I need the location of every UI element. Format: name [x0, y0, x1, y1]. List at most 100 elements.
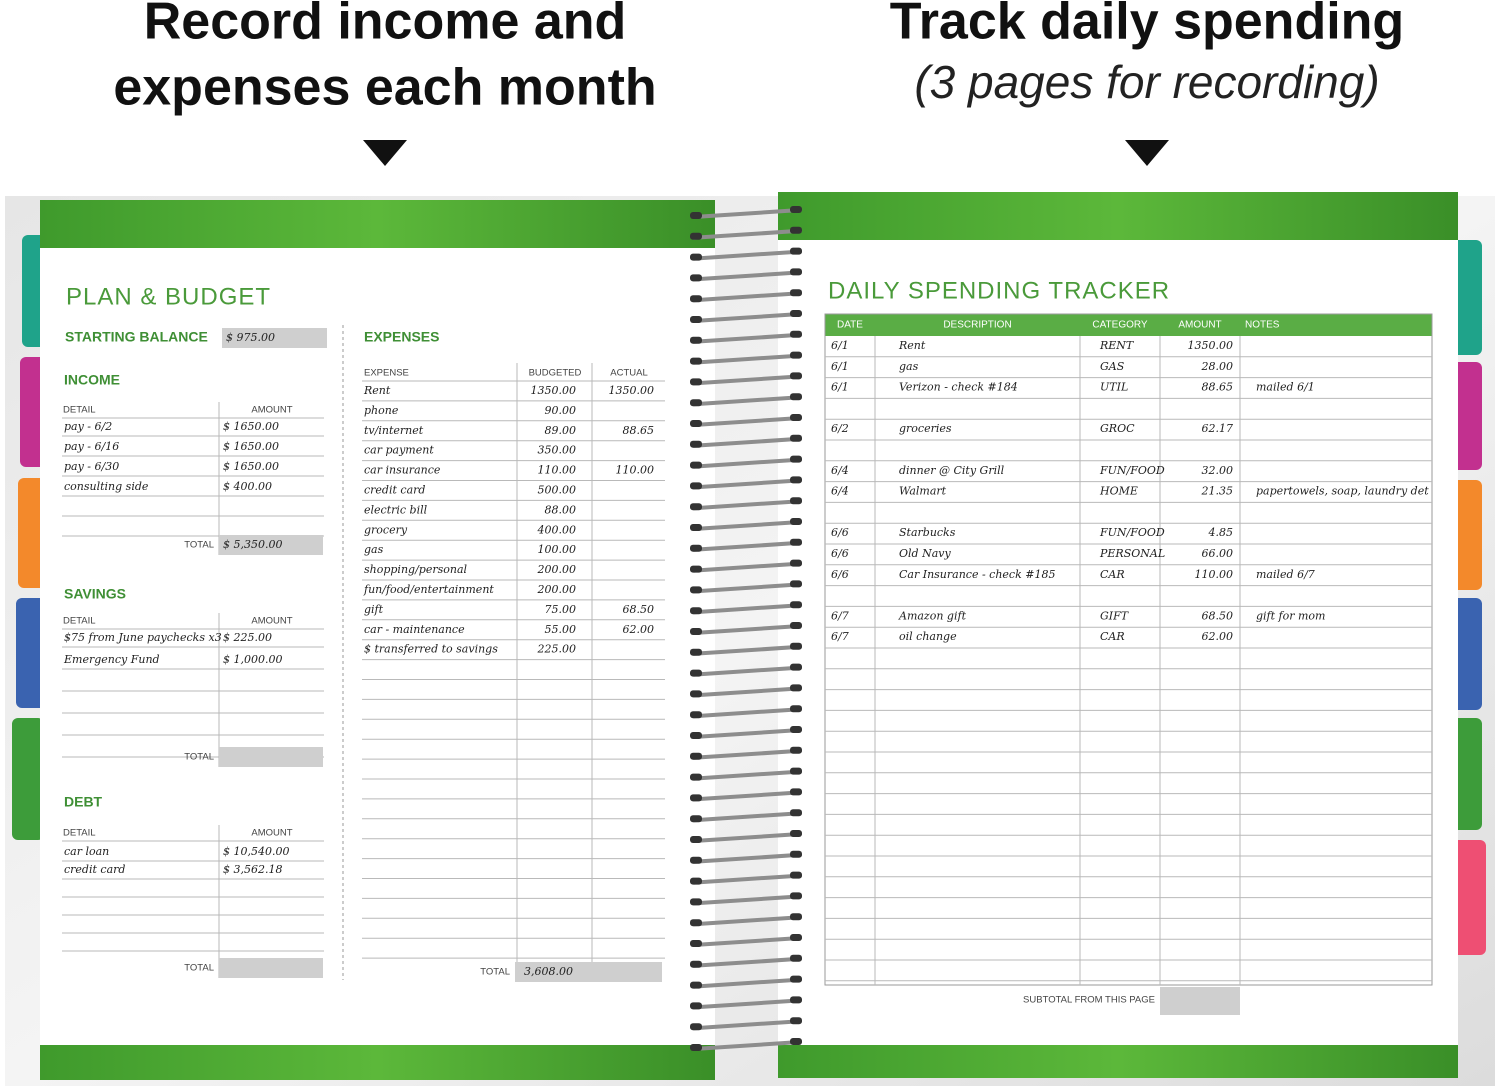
coil-end [790, 684, 802, 692]
coil [692, 748, 802, 760]
coil-end [690, 898, 702, 906]
coil-end [790, 663, 802, 671]
coil-end [790, 393, 802, 401]
coil [692, 561, 802, 573]
coil-end [690, 1023, 702, 1031]
coil-end [790, 372, 802, 380]
table-border [824, 313, 1433, 986]
coil-end [790, 434, 802, 442]
table-header-band [825, 314, 1432, 336]
coil-end [690, 253, 702, 261]
subtotal-label: SUBTOTAL FROM THIS PAGE [1023, 995, 1155, 1006]
page-content: Record income and expenses each month Trac… [62, 0, 1432, 1006]
coil-end [690, 524, 702, 531]
handwritten-entry: Car Insurance - check #185 [899, 568, 1055, 581]
coil-end [790, 310, 802, 317]
coil-end [790, 538, 802, 546]
handwritten-entry: GROC [1100, 422, 1135, 435]
coil-end [790, 622, 802, 629]
coil [692, 436, 802, 448]
handwritten-entry: 110.00 [538, 464, 577, 477]
handwritten-entry: 68.50 [1202, 609, 1234, 622]
page-title: DAILY SPENDING TRACKER [828, 277, 1170, 304]
coil-end [690, 440, 702, 448]
handwritten-value: $ 975.00 [226, 331, 275, 344]
handwritten-entry: gift for mom [1256, 609, 1325, 622]
coil-end [690, 981, 702, 989]
coil-end [690, 482, 702, 490]
coil-end [690, 607, 702, 615]
coil [692, 790, 802, 802]
coil-end [790, 830, 802, 837]
page-band [40, 1045, 715, 1080]
handwritten-entry: 66.00 [1202, 547, 1234, 560]
handwritten-entry: gift [364, 603, 384, 616]
handwritten-entry: 100.00 [538, 543, 577, 556]
coil-end [690, 960, 702, 968]
coil-end [690, 544, 702, 552]
handwritten-entry: $ 1650.00 [223, 460, 279, 473]
coil [692, 873, 802, 885]
coil-end [790, 746, 802, 754]
handwritten-entry: gas [899, 360, 919, 373]
handwritten-entry: Old Navy [899, 547, 951, 560]
coil [692, 353, 802, 365]
handwritten-entry: 4.85 [1208, 526, 1234, 539]
total-label: TOTAL [184, 540, 214, 551]
coil-end [690, 586, 702, 594]
handwritten-entry: phone [364, 404, 399, 417]
coil-end [790, 871, 802, 879]
coil-end [790, 455, 802, 463]
column-header: ACTUAL [610, 368, 647, 379]
coil-end [790, 206, 802, 213]
column-header: AMOUNT [251, 405, 292, 416]
coil [692, 520, 802, 531]
handwritten-entry: 28.00 [1201, 360, 1234, 373]
arrow [1125, 140, 1169, 166]
handwritten-entry: 225.00 [537, 643, 577, 656]
coil-end [790, 705, 802, 713]
coil-end [790, 892, 802, 900]
handwritten-entry: pay - 6/16 [64, 440, 119, 453]
coil-end [690, 732, 702, 739]
coil [692, 582, 802, 594]
column-header: AMOUNT [251, 828, 292, 839]
headline: Track daily spending [890, 0, 1404, 51]
coil-end [690, 232, 702, 240]
handwritten-entry: mailed 6/7 [1256, 568, 1315, 581]
coil-end [790, 788, 802, 796]
page-band [40, 200, 715, 248]
column-header: DETAIL [63, 405, 96, 416]
coil-end [790, 351, 802, 359]
column-header: EXPENSE [364, 368, 409, 379]
coil [692, 832, 802, 843]
handwritten-entry: 21.35 [1201, 485, 1234, 498]
column-header: NOTES [1245, 320, 1280, 331]
handwritten-entry: car loan [64, 845, 109, 858]
handwritten-entry: 1350.00 [531, 384, 577, 397]
handwritten-entry: $ 3,562.18 [223, 863, 282, 876]
handwritten-entry: $ 1650.00 [223, 440, 279, 453]
handwritten-entry: 1350.00 [1188, 339, 1234, 352]
page-band [778, 192, 1458, 240]
handwritten-entry: $ 10,540.00 [223, 845, 289, 858]
handwritten-entry: car - maintenance [364, 623, 465, 636]
coil-end [790, 226, 802, 234]
handwritten-entry: pay - 6/2 [64, 420, 112, 433]
handwritten-entry: gas [364, 543, 384, 556]
handwritten-entry: Starbucks [899, 526, 956, 539]
coil-end [790, 497, 802, 505]
coil-end [690, 461, 702, 469]
handwritten-entry: $75 from June paychecks x3 [64, 631, 222, 644]
column-header: AMOUNT [1178, 320, 1221, 331]
coil-end [790, 726, 802, 733]
tab [12, 718, 44, 840]
coil-end [790, 601, 802, 609]
handwritten-entry: FUN/FOOD [1099, 464, 1165, 477]
column-header: AMOUNT [251, 616, 292, 627]
coil [692, 665, 802, 677]
coil-end [690, 1002, 702, 1010]
coil [692, 1019, 802, 1031]
coil-end [790, 580, 802, 588]
headline: Record income and [144, 0, 627, 51]
